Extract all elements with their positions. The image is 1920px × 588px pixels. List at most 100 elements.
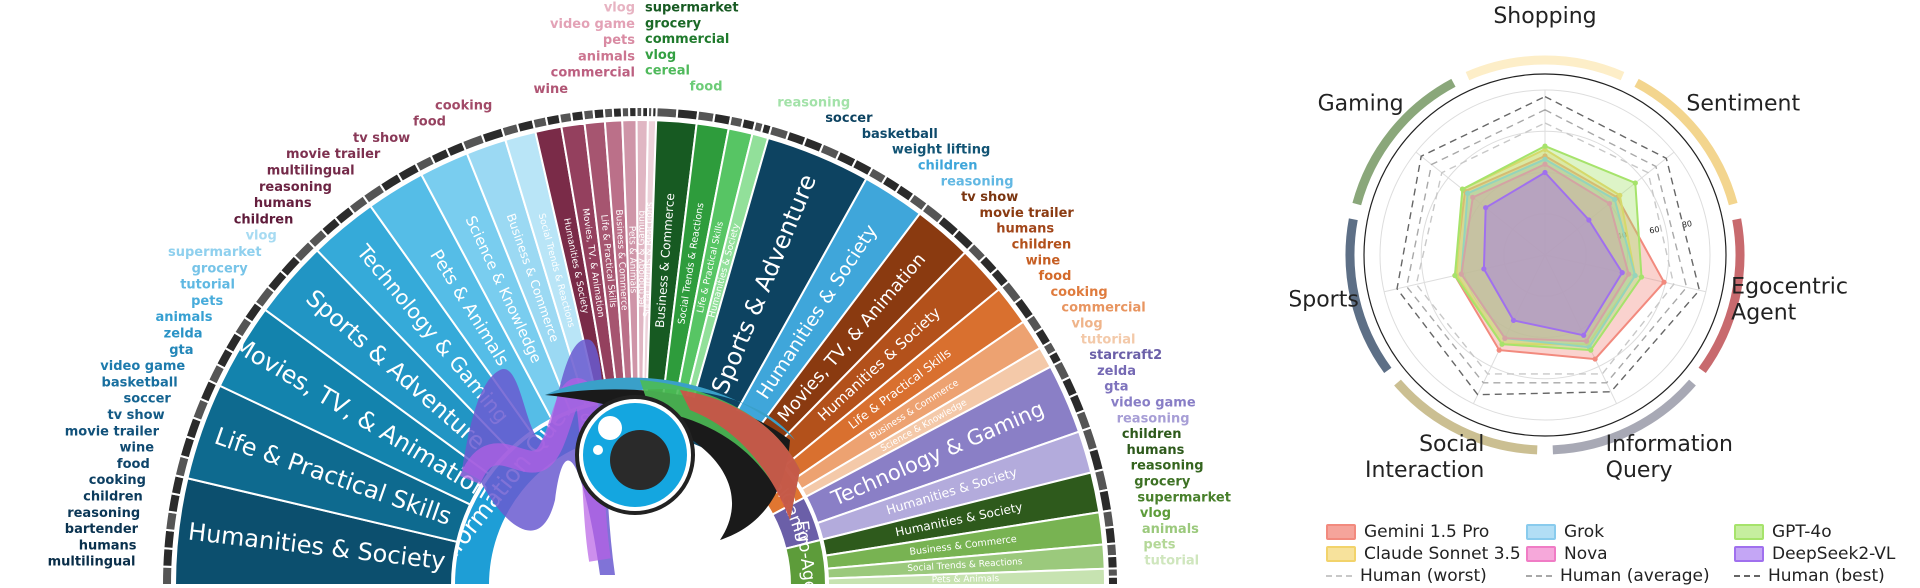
legend-label: GPT-4o xyxy=(1772,522,1832,542)
keyword-label: video game xyxy=(550,17,635,32)
keyword-label: animals xyxy=(155,310,212,325)
radar-point xyxy=(1581,332,1587,338)
radar-axis-label-shopping: Shopping xyxy=(1493,4,1596,29)
outer-tick xyxy=(628,106,638,119)
radar-point xyxy=(1502,335,1508,341)
legend-item-gpt4o: GPT-4o xyxy=(1734,522,1832,542)
radar-point xyxy=(1586,217,1592,223)
keyword-label: wine xyxy=(1026,253,1061,268)
keyword-label: children xyxy=(1012,238,1072,253)
keyword-label: wine xyxy=(534,82,569,97)
outer-tick xyxy=(1106,575,1120,586)
outer-tick xyxy=(166,492,182,515)
keyword-label: cereal xyxy=(645,64,690,79)
radar-series xyxy=(1396,95,1701,396)
radar-axis-label-gaming: Gaming xyxy=(1318,91,1404,116)
keyword-label: video game xyxy=(100,359,185,374)
radar-legend: Gemini 1.5 Pro Claude Sonnet 3.5 Human (… xyxy=(1320,522,1920,588)
radar-frame xyxy=(1363,73,1727,437)
outer-tick xyxy=(655,106,679,120)
radar-axis-arc xyxy=(1698,218,1745,374)
outer-tick xyxy=(1105,542,1119,558)
keyword-label: food xyxy=(117,457,150,472)
keyword-label: multilingual xyxy=(267,164,355,179)
keyword-label: tutorial xyxy=(1144,554,1199,569)
keyword-label: humans xyxy=(254,196,312,211)
keyword-label: vlog xyxy=(246,229,277,244)
radar-axis-arc xyxy=(1345,218,1392,374)
keyword-label: vlog xyxy=(645,48,676,63)
keyword-label: grocery xyxy=(1134,475,1191,490)
radar-axis-labels: Shopping Sentiment Egocentric Agent Informat… xyxy=(1290,4,1848,483)
legend-swatch xyxy=(1526,575,1552,577)
radar-series-nova xyxy=(1460,163,1630,343)
legend-swatch xyxy=(1326,524,1356,540)
keyword-label: reasoning xyxy=(777,95,850,110)
legend-label: Nova xyxy=(1564,544,1608,564)
outer-tick xyxy=(162,528,177,550)
keyword-label: commercial xyxy=(1061,301,1145,316)
radar-axis-label-egocentric-agent: Egocentric Agent xyxy=(1731,275,1848,326)
keyword-label: reasoning xyxy=(1117,411,1190,426)
radar-point xyxy=(1459,186,1466,192)
radar-point xyxy=(1452,272,1458,279)
keyword-label: children xyxy=(234,212,294,227)
outer-tick xyxy=(675,107,700,122)
keyword-label: reasoning xyxy=(67,506,140,521)
keyword-label: humans xyxy=(996,222,1054,237)
outer-tick xyxy=(712,111,733,127)
keyword-label: vlog xyxy=(1140,506,1171,521)
outer-tick xyxy=(160,565,174,586)
keyword-label: zelda xyxy=(164,327,203,342)
legend-item-grok: Grok xyxy=(1526,522,1604,542)
keyword-label: movie trailer xyxy=(980,206,1075,221)
category-segment-ego-agent xyxy=(784,538,828,586)
keyword-label: children xyxy=(83,490,143,505)
keyword-label: reasoning xyxy=(941,174,1014,189)
radar-spoke xyxy=(1415,151,1546,256)
subcategory-label-technology-gaming: Technology & Gaming xyxy=(637,210,647,309)
legend-swatch xyxy=(1326,546,1356,562)
outer-tick xyxy=(1106,567,1119,578)
radar-spoke xyxy=(1472,254,1546,404)
keyword-label: cooking xyxy=(89,473,146,488)
keyword-label: pets xyxy=(603,33,635,48)
radar-outer-ring xyxy=(1345,55,1745,455)
legend-item-nova: Nova xyxy=(1526,544,1608,564)
radar-point xyxy=(1458,271,1464,277)
radar-chart: 40 60 80 Shopping Sentiment Egocentric Agent I… xyxy=(1290,4,1848,483)
subcategory-label-pets-animals: Pets & Animals xyxy=(626,226,638,294)
keyword-label: food xyxy=(1039,269,1072,284)
legend-label: Human (best) xyxy=(1768,566,1885,586)
radar-point xyxy=(1510,317,1517,324)
radar-point xyxy=(1542,143,1548,149)
legend-swatch xyxy=(1734,546,1764,562)
radar-point xyxy=(1588,347,1594,353)
outer-tick xyxy=(1106,554,1119,570)
keyword-label: food xyxy=(690,80,723,95)
radar-point xyxy=(1542,156,1548,162)
legend-label: Gemini 1.5 Pro xyxy=(1364,522,1490,542)
outer-tick xyxy=(1101,509,1116,530)
keyword-label: reasoning xyxy=(1131,459,1204,474)
keyword-label: tv show xyxy=(961,190,1018,205)
keyword-label: video game xyxy=(1111,396,1196,411)
radar-series-deepseek2-vl xyxy=(1482,171,1624,337)
sunburst-chart: Information QueryHumanities & SocietyLif… xyxy=(47,0,1231,586)
radar-point xyxy=(1619,270,1625,276)
keyword-label: tutorial xyxy=(1081,332,1136,347)
legend-label: DeepSeek2-VL xyxy=(1772,544,1896,564)
keyword-label: reasoning xyxy=(259,180,332,195)
keyword-label: weight lifting xyxy=(892,143,990,158)
subcategory-label-pets-animals: Pets & Animals xyxy=(932,574,1000,585)
radar-tick-label: 80 xyxy=(1681,219,1693,230)
outer-tick xyxy=(1097,488,1114,513)
outer-tick xyxy=(592,107,606,121)
radar-axis-arc xyxy=(1634,78,1738,206)
radar-spoke xyxy=(1384,254,1546,293)
keyword-label: supermarket xyxy=(1137,490,1231,505)
legend-swatch xyxy=(1526,546,1556,562)
radar-point xyxy=(1464,190,1471,196)
keyword-label: vlog xyxy=(604,1,635,16)
